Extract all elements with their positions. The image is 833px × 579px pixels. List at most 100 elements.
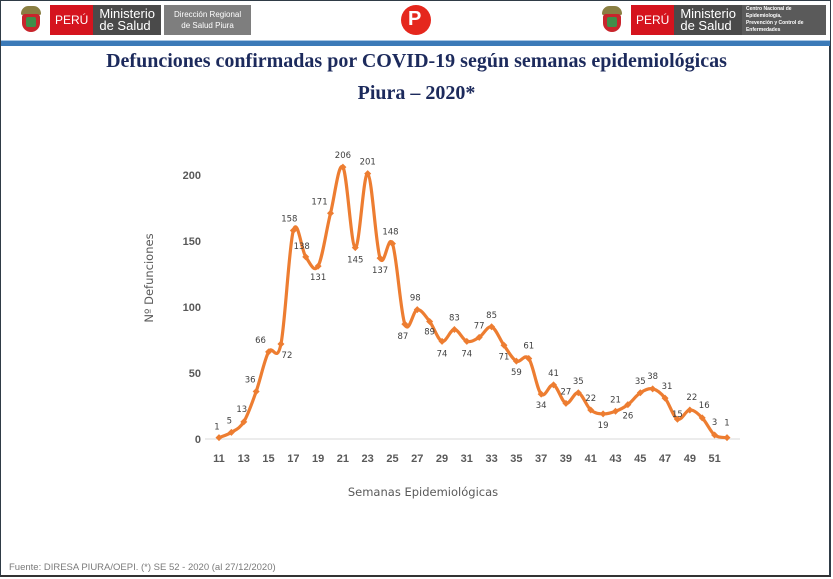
- data-label: 34: [536, 401, 547, 411]
- data-point-marker: [475, 333, 483, 341]
- data-label: 87: [397, 332, 408, 342]
- office-line1: Dirección Regional: [173, 10, 242, 19]
- x-tick-label: 23: [362, 453, 374, 465]
- data-point-marker: [488, 323, 496, 331]
- cdc-line1: Centro Nacional de Epidemiología,: [745, 6, 792, 19]
- data-label: 131: [310, 273, 326, 283]
- data-label: 171: [311, 197, 327, 207]
- data-label: 66: [255, 336, 266, 346]
- data-label: 38: [647, 372, 658, 382]
- data-point-marker: [265, 348, 273, 356]
- data-label: 35: [635, 377, 646, 387]
- data-label: 19: [598, 421, 609, 431]
- office-line2: de Salud Piura: [181, 21, 234, 30]
- ministry-line2: de Salud: [680, 18, 732, 33]
- data-label: 16: [699, 401, 710, 411]
- data-point-marker: [711, 431, 719, 439]
- data-label: 138: [294, 242, 310, 252]
- data-point-marker: [537, 390, 545, 398]
- y-axis-title: Nº Defunciones: [142, 233, 156, 322]
- data-point-marker: [401, 320, 409, 328]
- x-tick-label: 49: [684, 453, 696, 465]
- data-label: 145: [347, 256, 363, 266]
- data-point-marker: [463, 337, 471, 345]
- data-point-marker: [587, 406, 595, 414]
- y-tick-label: 150: [183, 236, 201, 248]
- data-point-marker: [314, 262, 322, 270]
- data-point-marker: [550, 381, 558, 389]
- data-point-marker: [698, 414, 706, 422]
- source-footnote: Fuente: DIRESA PIURA/OEPI. (*) SE 52 - 2…: [9, 562, 276, 573]
- ministry-line2: de Salud: [99, 18, 151, 33]
- x-tick-label: 25: [386, 453, 398, 465]
- x-tick-label: 13: [238, 453, 250, 465]
- peru-label: PERÚ: [631, 5, 675, 35]
- x-tick-label: 43: [609, 453, 621, 465]
- data-point-marker: [426, 318, 434, 326]
- coat-of-arms-icon: [599, 6, 625, 34]
- data-label: 13: [236, 405, 247, 415]
- data-point-marker: [289, 226, 297, 234]
- data-label: 61: [523, 341, 534, 351]
- regional-office-label: Dirección Regional de Salud Piura: [163, 5, 252, 35]
- ministry-line1: Ministerio: [680, 6, 736, 21]
- data-point-marker: [302, 253, 310, 261]
- coat-of-arms-icon: [18, 6, 44, 34]
- x-tick-label: 27: [411, 453, 423, 465]
- data-label: 1: [214, 423, 219, 433]
- data-label: 31: [662, 382, 673, 392]
- data-point-marker: [215, 434, 223, 442]
- data-point-marker: [611, 407, 619, 415]
- data-label: 85: [486, 311, 497, 321]
- data-label: 83: [449, 313, 460, 323]
- data-label: 22: [686, 393, 697, 403]
- data-label: 98: [410, 294, 421, 304]
- series-line: [218, 165, 728, 440]
- data-label: 201: [360, 158, 376, 168]
- data-label: 15: [672, 410, 683, 420]
- chart-title: Defunciones confirmadas por COVID-19 seg…: [106, 50, 727, 72]
- data-label: 72: [282, 351, 293, 361]
- y-tick-label: 50: [189, 368, 201, 380]
- data-point-marker: [624, 401, 632, 409]
- data-label: 41: [548, 369, 559, 379]
- data-label: 74: [461, 349, 472, 359]
- x-tick-label: 35: [510, 453, 522, 465]
- data-label: 77: [474, 321, 485, 331]
- data-label: 5: [227, 416, 232, 426]
- data-label: 3: [712, 418, 717, 428]
- data-point-marker: [525, 354, 533, 362]
- data-point-marker: [327, 209, 335, 217]
- data-point-marker: [277, 340, 285, 348]
- data-label: 1: [724, 419, 729, 429]
- x-tick-label: 31: [461, 453, 473, 465]
- data-point-marker: [388, 240, 396, 248]
- data-label: 89: [424, 328, 435, 338]
- cdc-office-label: Centro Nacional de Epidemiología, Preven…: [741, 5, 826, 35]
- x-tick-label: 19: [312, 453, 324, 465]
- data-point-marker: [413, 306, 421, 314]
- data-label: 26: [622, 412, 633, 422]
- data-point-marker: [673, 415, 681, 423]
- data-label: 137: [372, 266, 388, 276]
- header-bar: PERÚ Ministerio de Salud Dirección Regio…: [1, 1, 830, 41]
- x-axis-title: Semanas Epidemiológicas: [348, 485, 498, 499]
- data-point-marker: [500, 341, 508, 349]
- x-tick-label: 33: [485, 453, 497, 465]
- x-tick-label: 39: [560, 453, 572, 465]
- header-rule: [1, 40, 830, 46]
- cdc-line3: Enfermedades: [745, 27, 781, 33]
- data-point-marker: [636, 389, 644, 397]
- data-label: 71: [499, 352, 510, 362]
- data-point-marker: [661, 394, 669, 402]
- right-logo-group: PERÚ Ministerio de Salud Centro Nacional…: [599, 5, 826, 35]
- data-label: 148: [382, 228, 398, 238]
- y-tick-label: 100: [183, 302, 201, 314]
- data-point-marker: [364, 170, 372, 178]
- x-tick-label: 17: [287, 453, 299, 465]
- data-point-marker: [723, 434, 731, 442]
- x-tick-label: 45: [634, 453, 646, 465]
- data-point-marker: [450, 325, 458, 333]
- center-brand-logo-icon: P: [401, 5, 431, 35]
